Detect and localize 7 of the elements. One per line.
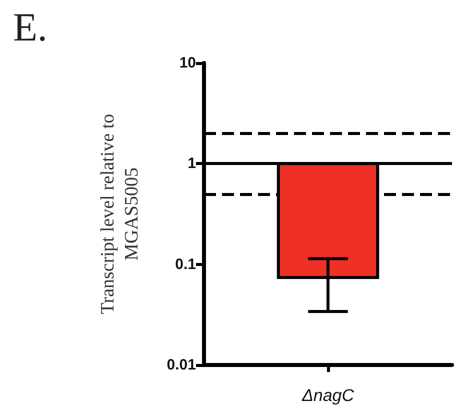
chart-title: E.	[13, 4, 48, 50]
y-tick-label: 0.1	[175, 256, 196, 273]
y-tick-label: 1	[188, 155, 196, 172]
y-tick-label: 0.01	[166, 356, 196, 374]
y-axis-title: Transcript level relative to MGAS5005	[98, 114, 142, 314]
x-tick-label: ΔnagC	[300, 386, 355, 405]
y-tick-label: 10	[179, 54, 196, 72]
